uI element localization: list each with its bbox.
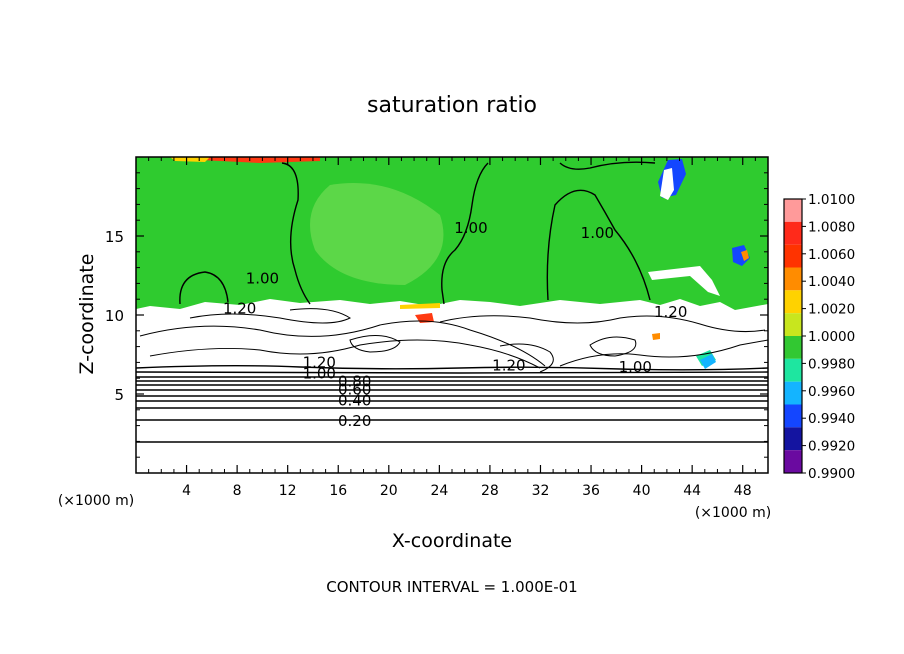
contour-mid-e: [559, 339, 769, 367]
contour-upper-b: [281, 162, 311, 305]
contour-label: 1.20: [223, 300, 256, 318]
y-axis-label: Z-coordinate: [76, 254, 98, 375]
x-tick-label: 32: [532, 483, 550, 499]
red-edge: [415, 313, 434, 323]
contour-label: 0.20: [338, 412, 371, 430]
colorbar-swatch: [784, 290, 802, 314]
colorbar-label: 1.0080: [808, 219, 855, 235]
y-tick-label: 5: [114, 386, 124, 404]
colorbar-label: 0.9900: [808, 466, 855, 482]
blue-spot-right: [732, 245, 750, 266]
contour-upper-c: [441, 162, 489, 305]
supersaturation-field: [136, 157, 768, 310]
x-axis-ticks: 4 8 12 16 20 24 28 32 36 40 44 48: [148, 157, 756, 499]
x-tick-label: 4: [182, 483, 191, 499]
colorbar-label: 0.9940: [808, 411, 855, 427]
contour-upper-a: [179, 271, 229, 305]
colorbar-swatch: [784, 358, 802, 382]
white-streak-top: [660, 168, 674, 200]
contour-mid-d: [439, 315, 766, 333]
contour-label: 1.20: [492, 357, 525, 375]
contour-interval-note: CONTOUR INTERVAL = 1.000E-01: [326, 578, 577, 596]
x-tick-label: 44: [683, 483, 701, 499]
chart-title: saturation ratio: [367, 93, 537, 118]
contour-label: 1.00: [619, 358, 652, 376]
colorbar-label: 0.9980: [808, 356, 855, 372]
contour-label: 1.00: [246, 270, 279, 288]
z-axis-units: (×1000 m): [58, 493, 134, 509]
contour-label: 0.40: [338, 391, 371, 409]
x-tick-label: 48: [734, 483, 752, 499]
contour-label: 0.80: [338, 372, 371, 390]
colorbar-swatch: [784, 221, 802, 245]
yellow-edge-left: [400, 303, 440, 309]
colorbar-label: 1.0100: [808, 192, 855, 208]
colorbar-swatch: [784, 267, 802, 291]
contour-mid-h: [349, 335, 401, 353]
colorbar-label: 1.0040: [808, 274, 855, 290]
colorbar-swatch: [784, 244, 802, 268]
contour-label: 0.60: [338, 380, 371, 398]
x-tick-label: 24: [430, 483, 448, 499]
contour-upper-e: [559, 161, 656, 170]
colorbar-swatch: [784, 336, 802, 359]
blue-spot-low: [700, 354, 716, 369]
contour-label: 1.00: [303, 364, 336, 382]
colorbar-swatch: [784, 199, 802, 222]
y-axis-ticks: 5 10 15: [105, 172, 768, 458]
contour-label: 1.00: [454, 219, 487, 237]
colorbar-label: 0.9920: [808, 439, 855, 455]
colorbar-swatch: [784, 427, 802, 451]
colorbar-label: 0.9960: [808, 384, 855, 400]
contour-mid-c: [189, 308, 352, 324]
colorbar-swatch: [784, 450, 802, 473]
contour-label: 1.00: [581, 224, 614, 242]
colorbar-swatch: [784, 404, 802, 428]
x-tick-label: 20: [380, 483, 398, 499]
colorbar-swatch: [784, 381, 802, 405]
contour-mid-a: [139, 320, 546, 367]
contour-label: 1.20: [654, 303, 687, 321]
contour-mid-f: [589, 336, 637, 357]
contour-120-low: [135, 365, 769, 371]
x-tick-label: 16: [329, 483, 347, 499]
colorbar-label: 1.0020: [808, 302, 855, 318]
white-band-right: [648, 266, 720, 296]
x-tick-label: 12: [279, 483, 297, 499]
x-tick-label: 8: [233, 483, 242, 499]
plot-area: 1.001.00 1.001.20 1.201.20 1.201.00 1.000.80…: [135, 156, 769, 474]
colorbar-label: 1.0000: [808, 329, 855, 345]
orange-spot-right: [741, 250, 749, 261]
x-tick-label: 28: [481, 483, 499, 499]
contour-labels: 1.001.00 1.001.20 1.201.20 1.201.00 1.000.80…: [223, 219, 687, 430]
colorbar-swatch: [784, 313, 802, 336]
x-tick-label: 36: [582, 483, 600, 499]
top-red-streak: [200, 157, 320, 163]
contour-upper-d: [546, 189, 651, 301]
contour-lines: [135, 161, 769, 443]
y-tick-label: 10: [105, 307, 124, 325]
colorbar-label: 1.0060: [808, 247, 855, 263]
top-yellow-streak: [170, 157, 210, 162]
contour-100-low: [135, 371, 769, 374]
x-axis-units: (×1000 m): [695, 505, 771, 521]
x-tick-label: 40: [633, 483, 651, 499]
contour-label: 1.20: [303, 353, 336, 371]
y-tick-label: 15: [105, 228, 124, 246]
colorbar: 1.0100 1.0080 1.0060 1.0040 1.0020 1.0000 0.99…: [783, 192, 855, 482]
light-green-patch: [310, 183, 444, 285]
x-axis-label: X-coordinate: [392, 530, 512, 552]
orange-dot-mid: [652, 333, 660, 340]
contour-mid-b: [149, 339, 541, 369]
